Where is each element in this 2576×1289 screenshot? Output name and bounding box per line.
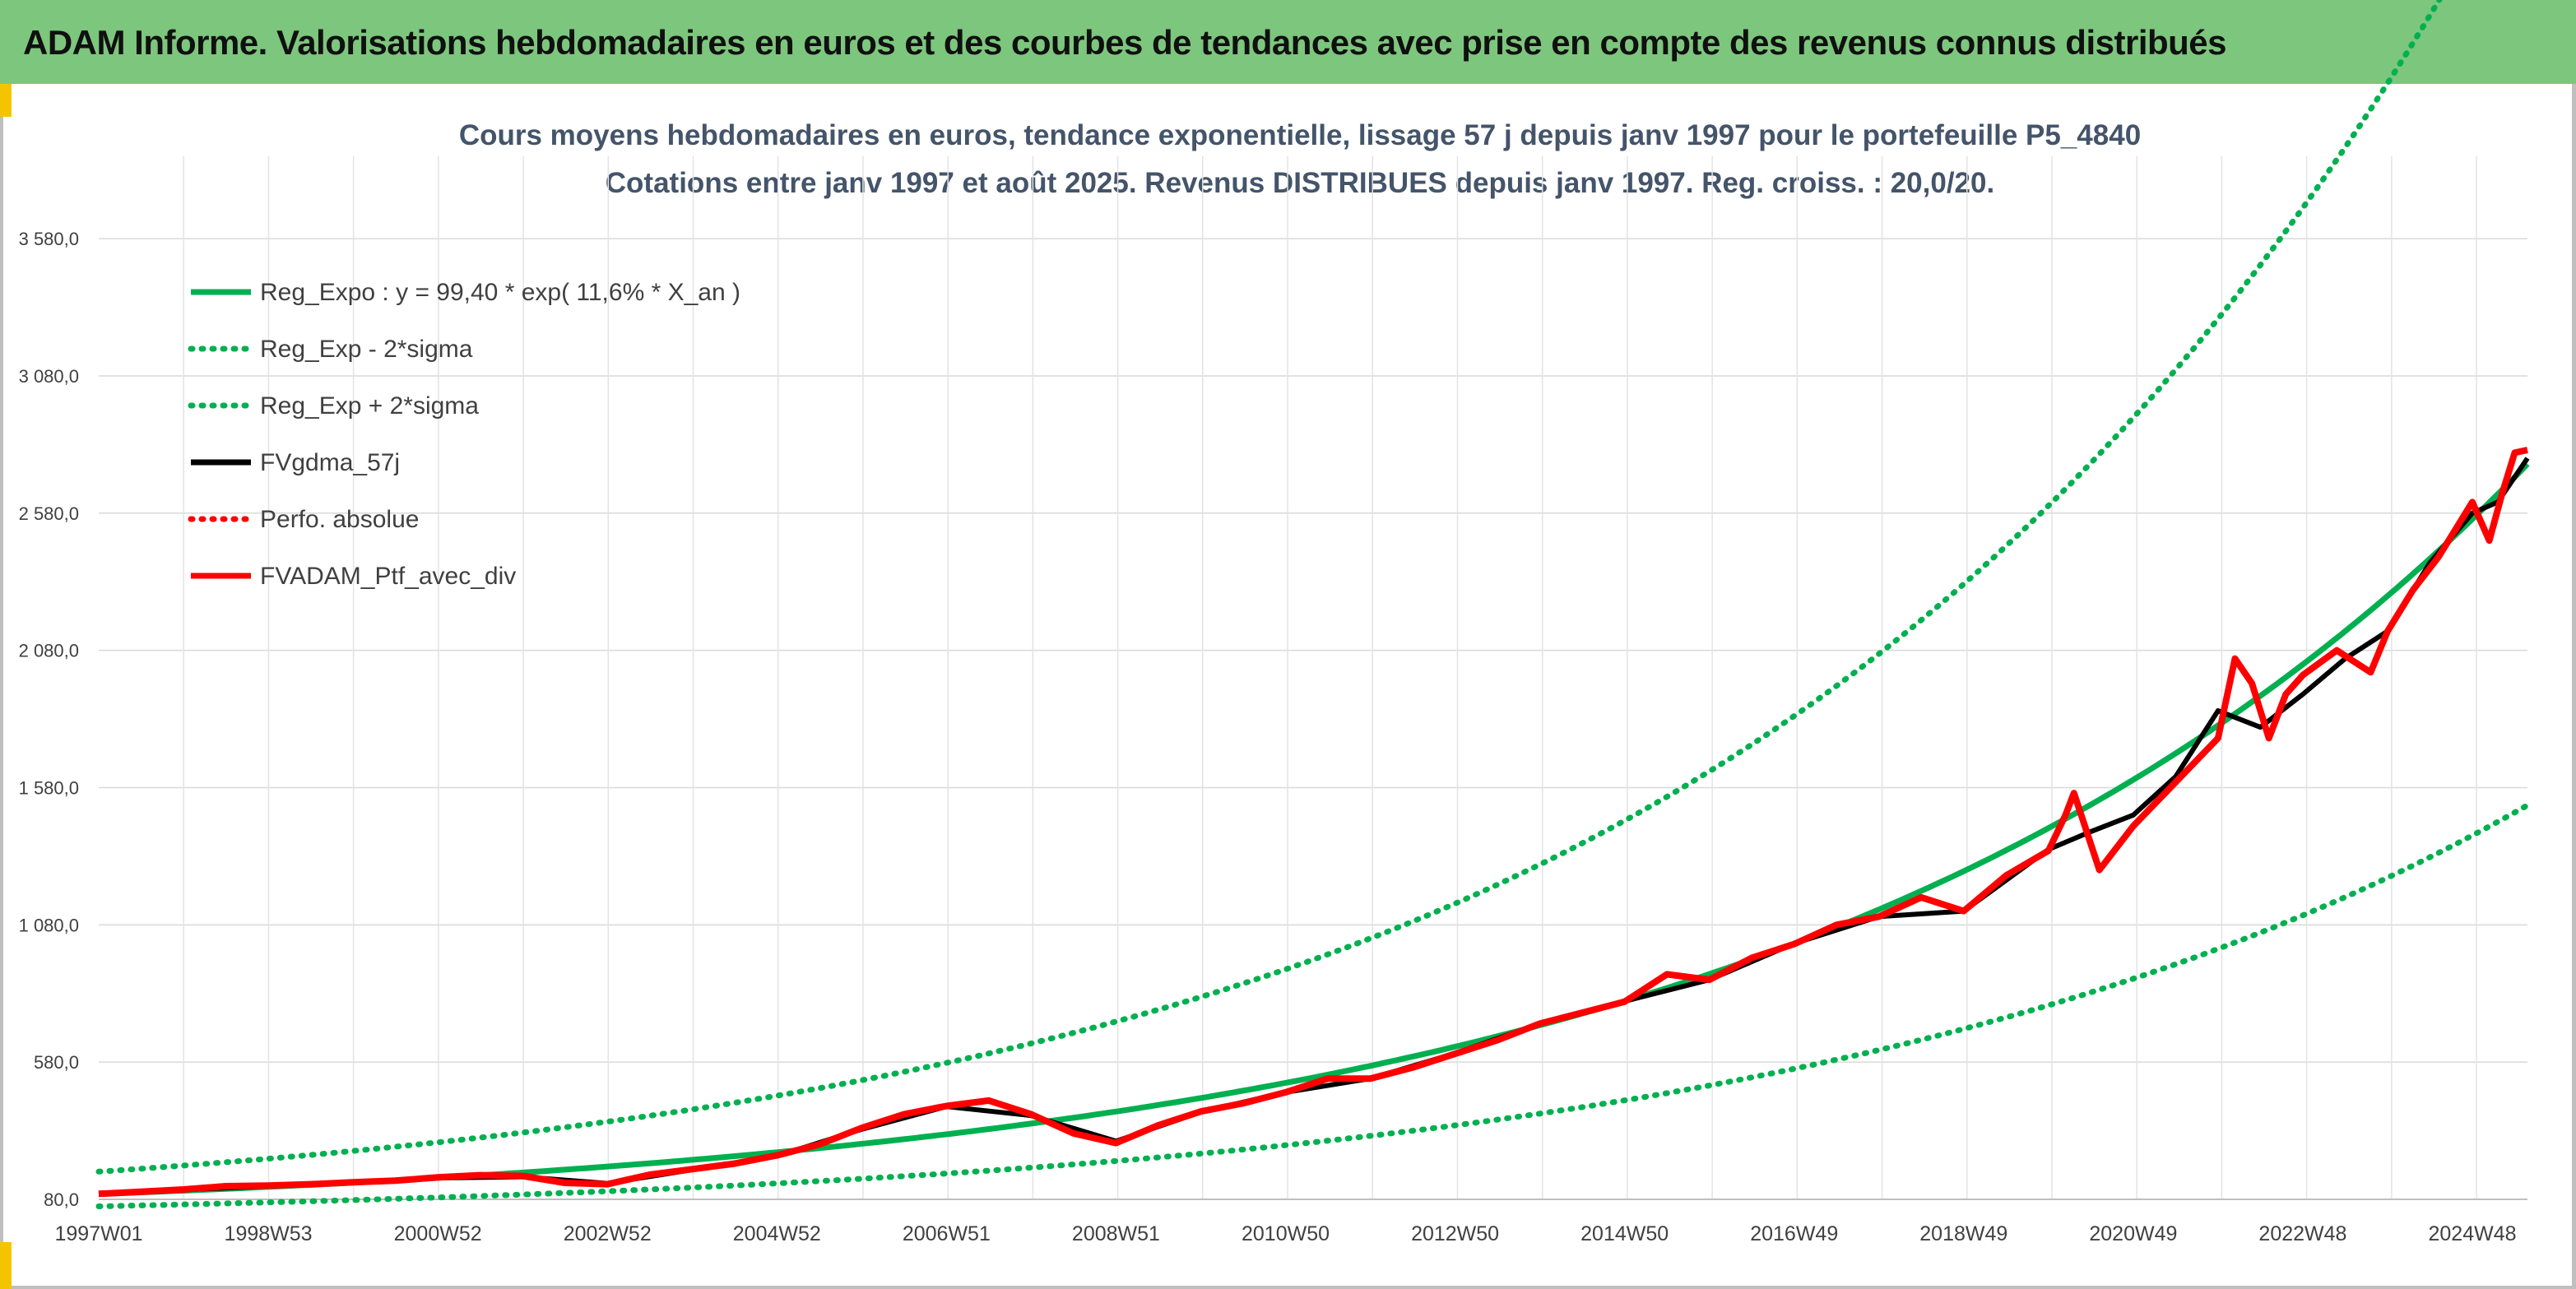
x-tick-label: 2008W51 (1072, 1222, 1160, 1245)
legend-label: Reg_Exp - 2*sigma (260, 336, 473, 363)
x-tick-label: 2004W52 (733, 1222, 821, 1245)
legend-label: Reg_Exp + 2*sigma (260, 392, 479, 420)
legend: Reg_Expo : y = 99,40 * exp( 11,6% * X_an… (188, 279, 740, 590)
x-tick-label: 1998W53 (225, 1222, 313, 1245)
x-tick-label: 2000W52 (394, 1222, 482, 1245)
x-tick-label: 2018W49 (1919, 1222, 2007, 1245)
y-tick-label: 1 080,0 (19, 915, 79, 935)
chart-subtitle: Cotations entre janv 1997 et août 2025. … (606, 167, 1994, 199)
series-lines (95, 0, 2531, 1209)
legend-label: FVgdma_57j (260, 449, 400, 476)
x-tick-label: 2006W51 (903, 1222, 991, 1245)
x-tick-label: 2002W52 (564, 1222, 652, 1245)
legend-label: Perfo. absolue (260, 506, 419, 533)
x-tick-label: 2010W50 (1242, 1222, 1330, 1245)
y-tick-label: 1 580,0 (19, 777, 79, 798)
chart-title: Cours moyens hebdomadaires en euros, ten… (459, 119, 2141, 151)
axes: 80,0 580,0 1 080,0 1 580,0 2 080,0 2 580,0 3 0… (19, 229, 2527, 1245)
legend-label: Reg_Expo : y = 99,40 * exp( 11,6% * X_an… (260, 279, 740, 306)
x-tick-label: 2016W49 (1750, 1222, 1838, 1245)
report-title: ADAM Informe. Valorisations hebdomadaire… (23, 23, 2227, 62)
reg-exp-minus-2sigma-line (95, 802, 2531, 1209)
y-tick-label: 80,0 (44, 1189, 79, 1210)
frame-bottom-accent (0, 1242, 12, 1289)
y-tick-label: 3 080,0 (19, 366, 79, 387)
x-tick-label: 2022W48 (2258, 1222, 2346, 1245)
reg-exp-plus-2sigma-line (95, 0, 2443, 1175)
fvadam-ptf-avec-div-line (98, 447, 2528, 1198)
x-tick-label: 2024W48 (2429, 1222, 2517, 1245)
frame-bottom-border (0, 1286, 2576, 1289)
report-banner: ADAM Informe. Valorisations hebdomadaire… (0, 0, 2576, 84)
x-tick-label: 2012W50 (1411, 1222, 1499, 1245)
legend-label: FVADAM_Ptf_avec_div (260, 563, 516, 590)
y-tick-label: 2 080,0 (19, 641, 79, 661)
y-tick-label: 2 580,0 (19, 503, 79, 524)
frame-left-border (0, 84, 3, 1289)
y-tick-label: 580,0 (34, 1052, 79, 1073)
grid-lines (99, 156, 2527, 1200)
frame-top-accent (0, 84, 12, 117)
y-tick-label: 3 580,0 (19, 229, 79, 249)
x-tick-label: 2014W50 (1580, 1222, 1669, 1245)
frame-right-border (2572, 84, 2576, 1289)
x-tick-label: 1997W01 (54, 1222, 142, 1245)
x-tick-label: 2020W49 (2089, 1222, 2177, 1245)
